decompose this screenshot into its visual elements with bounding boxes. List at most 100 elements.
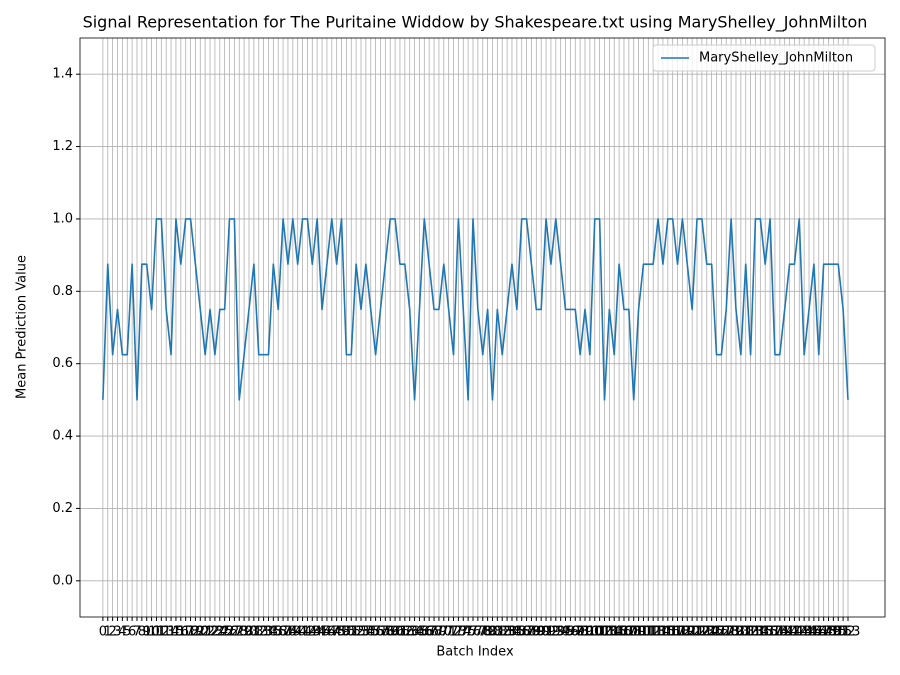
x-tick-label: 61 — [392, 625, 409, 640]
x-tick-label: 64 — [406, 625, 423, 640]
x-tick-label: 16 — [173, 625, 190, 640]
x-tick-label: 9 — [143, 625, 151, 640]
legend-label: MaryShelley_JohnMilton — [699, 51, 853, 66]
x-tick-label: 66 — [416, 625, 433, 640]
x-tick-label: 11 — [148, 625, 165, 640]
x-tick-label: 126 — [704, 625, 729, 640]
x-tick-label: 113 — [641, 625, 666, 640]
x-tick-label: 91 — [538, 625, 555, 640]
x-tick-label: 101 — [582, 625, 607, 640]
x-tick-label: 76 — [465, 625, 482, 640]
x-tick-label: 142 — [782, 625, 807, 640]
y-tick-label: 1.4 — [52, 67, 73, 82]
y-tick-label: 0.8 — [52, 284, 73, 299]
x-tick-label: 89 — [528, 625, 545, 640]
x-tick-label: 100 — [577, 625, 602, 640]
x-tick-label: 93 — [548, 625, 565, 640]
x-tick-label: 131 — [728, 625, 753, 640]
x-tick-label: 132 — [733, 625, 758, 640]
x-tick-label: 105 — [602, 625, 627, 640]
x-tick-label: 88 — [523, 625, 540, 640]
x-tick-label: 5 — [123, 625, 131, 640]
x-tick-label: 23 — [207, 625, 224, 640]
x-tick-label: 43 — [304, 625, 321, 640]
x-tick-label: 115 — [651, 625, 676, 640]
y-tick-label: 1.0 — [52, 211, 73, 226]
x-tick-label: 6 — [128, 625, 136, 640]
x-tick-label: 107 — [612, 625, 637, 640]
x-tick-label: 77 — [470, 625, 487, 640]
legend-box — [652, 44, 876, 72]
x-tick-label: 34 — [260, 625, 277, 640]
x-tick-label: 102 — [587, 625, 612, 640]
x-tick-label: 72 — [445, 625, 462, 640]
x-tick-label: 109 — [621, 625, 646, 640]
x-tick-label: 136 — [753, 625, 778, 640]
x-tick-label: 149 — [816, 625, 841, 640]
x-tick-label: 130 — [724, 625, 749, 640]
x-tick-label: 120 — [675, 625, 700, 640]
x-tick-label: 67 — [421, 625, 438, 640]
x-tick-label: 127 — [709, 625, 734, 640]
y-tick-label: 0.4 — [52, 429, 73, 444]
x-tick-label: 55 — [362, 625, 379, 640]
x-tick-label: 38 — [280, 625, 297, 640]
x-tick-label: 13 — [158, 625, 175, 640]
x-tick-label: 58 — [377, 625, 394, 640]
x-tick-label: 22 — [202, 625, 219, 640]
x-tick-label: 26 — [221, 625, 238, 640]
x-tick-label: 139 — [767, 625, 792, 640]
x-tick-label: 141 — [777, 625, 802, 640]
x-tick-label: 46 — [319, 625, 336, 640]
x-tick-label: 20 — [192, 625, 209, 640]
x-tick-label: 42 — [299, 625, 316, 640]
x-tick-label: 84 — [504, 625, 521, 640]
x-tick-label: 57 — [372, 625, 389, 640]
x-tick-label: 153 — [836, 625, 861, 640]
y-tick-label: 0.6 — [52, 356, 73, 371]
x-tick-label: 62 — [397, 625, 414, 640]
x-tick-label: 85 — [509, 625, 526, 640]
x-tick-label: 59 — [382, 625, 399, 640]
x-tick-label: 35 — [265, 625, 282, 640]
x-tick-label: 119 — [670, 625, 695, 640]
x-tick-label: 24 — [211, 625, 228, 640]
y-axis-label: Mean Prediction Value — [15, 255, 30, 399]
x-tick-label: 2 — [108, 625, 116, 640]
x-tick-label: 79 — [479, 625, 496, 640]
x-tick-label: 94 — [552, 625, 569, 640]
x-tick-label: 78 — [474, 625, 491, 640]
x-tick-label: 50 — [338, 625, 355, 640]
x-tick-label: 41 — [294, 625, 311, 640]
x-tick-label: 128 — [714, 625, 739, 640]
x-tick-label: 12 — [153, 625, 170, 640]
x-tick-label: 53 — [353, 625, 370, 640]
x-tick-label: 74 — [455, 625, 472, 640]
x-tick-label: 81 — [489, 625, 506, 640]
line — [102, 218, 849, 401]
x-tick-label: 106 — [607, 625, 632, 640]
x-tick-label: 143 — [787, 625, 812, 640]
x-tick-label: 40 — [289, 625, 306, 640]
x-tick-label: 125 — [699, 625, 724, 640]
x-tick-label: 44 — [309, 625, 326, 640]
x-tick-label: 19 — [187, 625, 204, 640]
x-tick-label: 151 — [826, 625, 851, 640]
x-tick-label: 45 — [314, 625, 331, 640]
x-tick-label: 1 — [104, 625, 112, 640]
x-tick-label: 147 — [806, 625, 831, 640]
x-tick-label: 25 — [216, 625, 233, 640]
x-tick-label: 83 — [499, 625, 516, 640]
x-tick-label: 123 — [689, 625, 714, 640]
y-tick-label: 1.2 — [52, 139, 73, 154]
x-tick-label: 108 — [616, 625, 641, 640]
x-tick-label: 138 — [763, 625, 788, 640]
x-tick-label: 152 — [831, 625, 856, 640]
plot-frame — [79, 37, 886, 618]
x-tick-label: 15 — [168, 625, 185, 640]
x-axis-label: Batch Index — [436, 645, 514, 660]
x-tick-label: 111 — [631, 625, 656, 640]
x-tick-label: 56 — [367, 625, 384, 640]
x-tick-label: 86 — [513, 625, 530, 640]
x-tick-label: 54 — [358, 625, 375, 640]
